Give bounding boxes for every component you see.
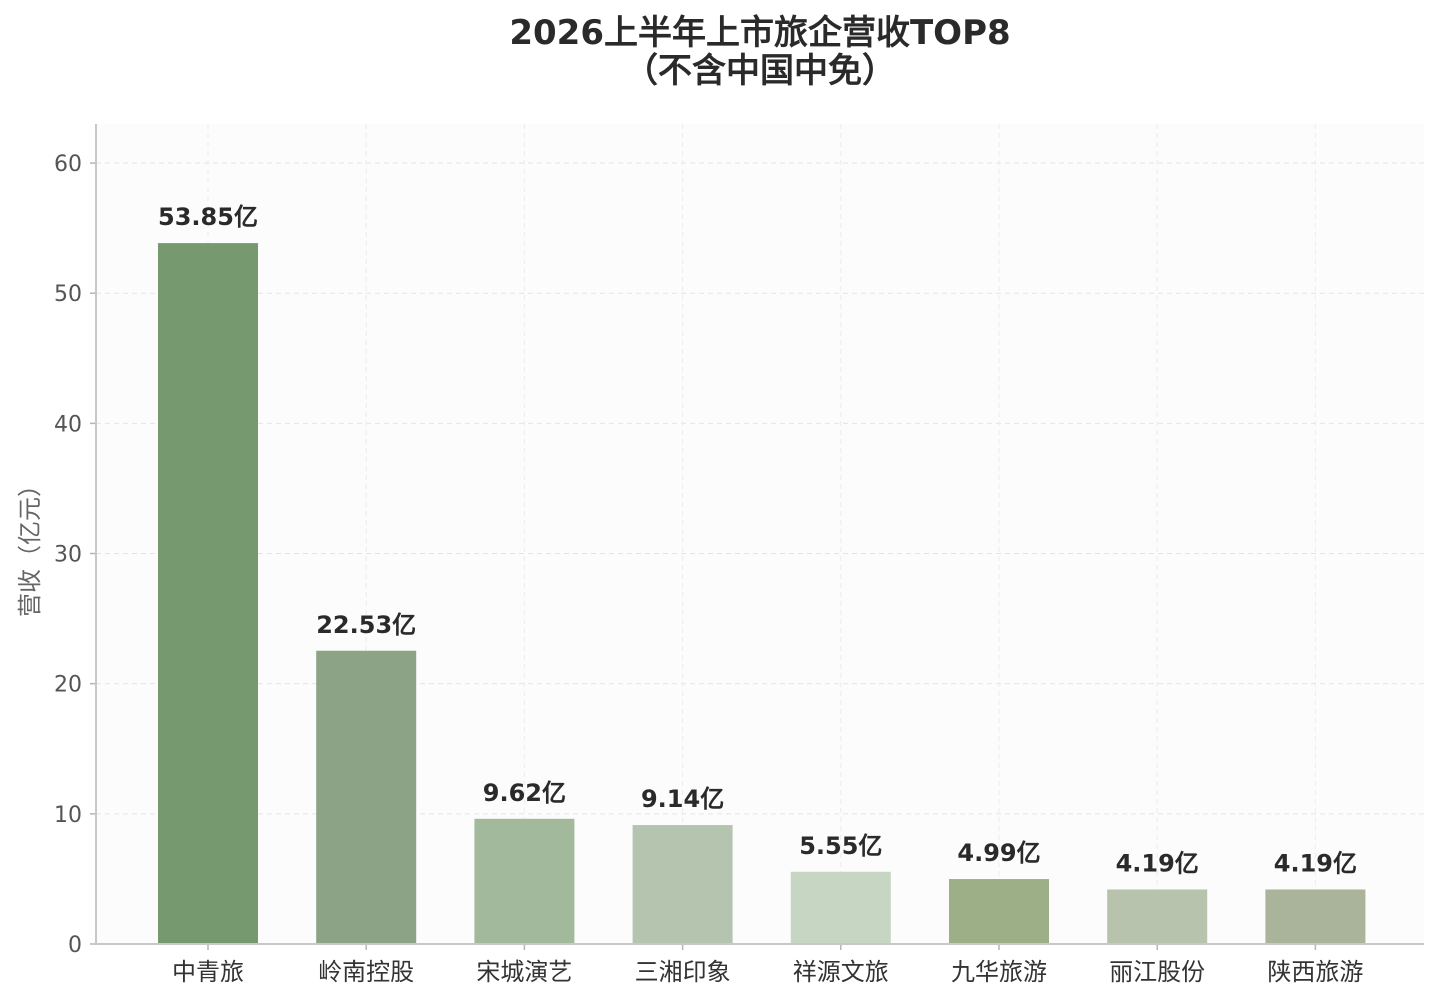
bar-value-label: 4.99亿: [957, 839, 1040, 867]
chart-title: 2026上半年上市旅企营收TOP8: [509, 13, 1010, 53]
y-axis-title: 营收（亿元）: [16, 473, 44, 617]
y-tick-label: 20: [54, 673, 82, 698]
x-tick-label: 丽江股份: [1109, 958, 1205, 986]
x-tick-label: 陕西旅游: [1267, 958, 1363, 986]
y-tick-label: 10: [54, 803, 82, 828]
x-tick-label: 祥源文旅: [793, 958, 889, 986]
plot-background: [96, 124, 1424, 944]
x-tick-label: 宋城演艺: [476, 958, 572, 986]
bar: [790, 871, 891, 944]
bar-value-label: 5.55亿: [799, 832, 882, 860]
bar: [632, 825, 733, 944]
y-tick-label: 50: [54, 282, 82, 307]
x-tick-label: 中青旅: [172, 958, 244, 986]
bar-value-label: 53.85亿: [158, 203, 258, 231]
x-tick-label: 九华旅游: [951, 958, 1047, 986]
bar: [1107, 889, 1208, 944]
bar-value-label: 4.19亿: [1274, 849, 1357, 877]
bar: [949, 879, 1049, 944]
y-tick-label: 40: [54, 412, 82, 437]
bar: [316, 650, 417, 944]
x-tick-label: 三湘印象: [635, 958, 731, 986]
y-tick-label: 60: [54, 152, 82, 177]
chart-subtitle: （不含中国中免）: [624, 51, 896, 91]
bar-value-label: 4.19亿: [1116, 849, 1199, 877]
bar-value-label: 9.62亿: [483, 779, 566, 807]
y-tick-label: 30: [54, 543, 82, 568]
x-tick-label: 岭南控股: [318, 958, 414, 986]
y-tick-label: 0: [68, 933, 82, 958]
bars-layer: [158, 243, 1366, 945]
bar-value-label: 22.53亿: [316, 611, 416, 639]
bar: [158, 243, 258, 945]
bar-value-label: 9.14亿: [641, 785, 724, 813]
bar: [474, 818, 575, 944]
bar: [1265, 889, 1366, 944]
